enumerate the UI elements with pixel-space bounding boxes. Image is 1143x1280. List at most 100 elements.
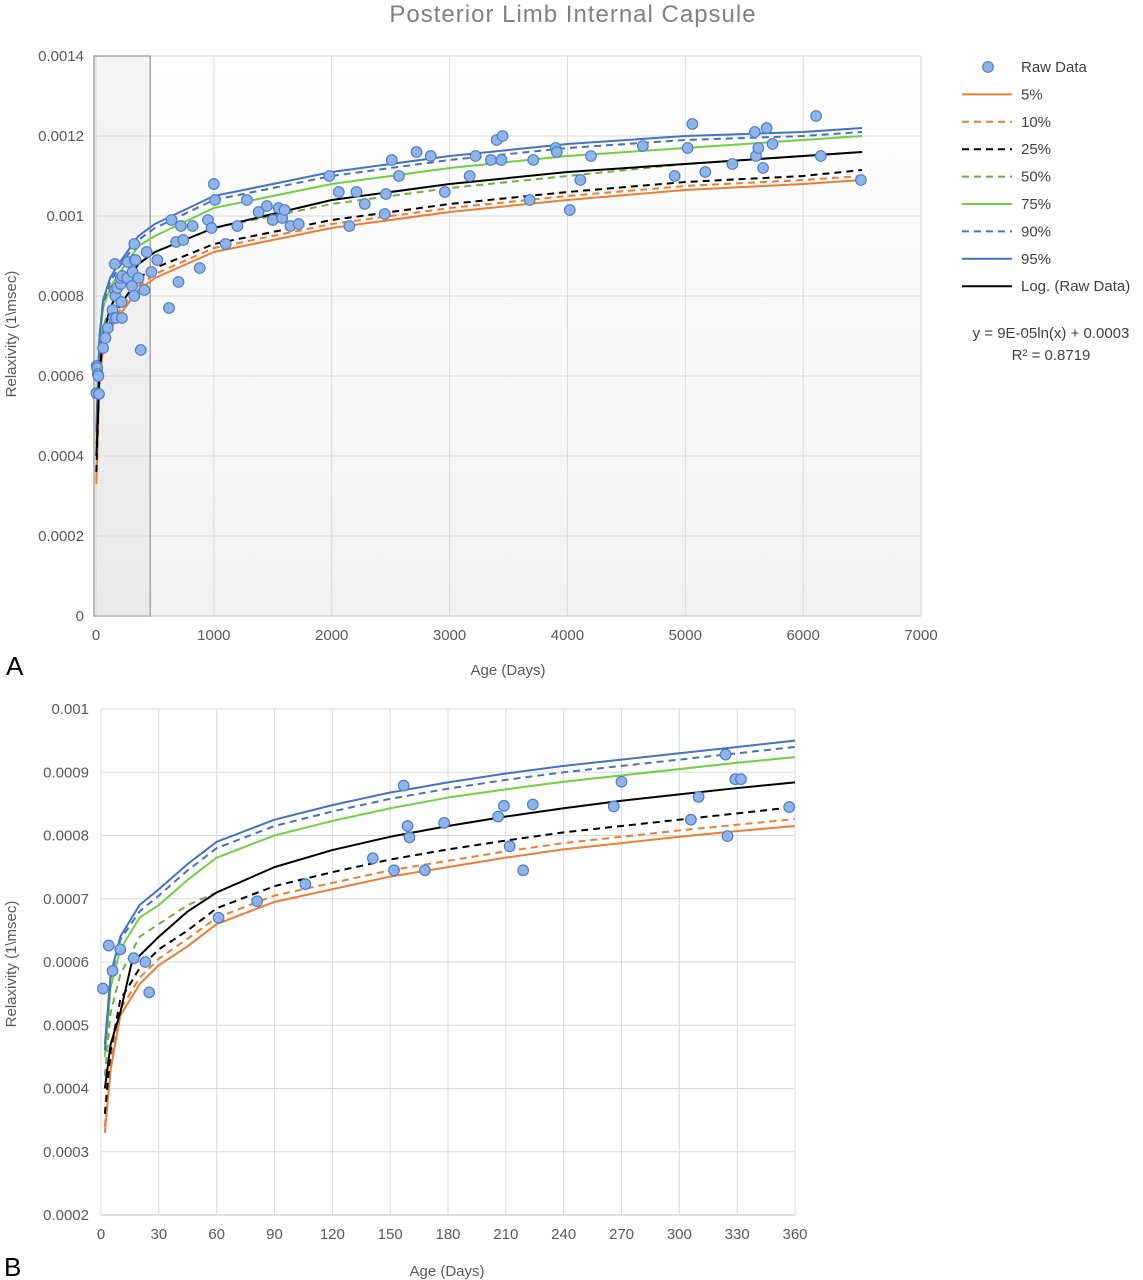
raw-data-point xyxy=(115,296,128,308)
legend-label: 95% xyxy=(1021,251,1051,268)
series-line-log-raw-data xyxy=(103,781,796,1089)
y-tick-label: 0.0007 xyxy=(43,891,89,908)
raw-data-point xyxy=(814,150,827,162)
legend: Raw Data 5% 10% 25% 50% 75% 90% 95% Log. (Raw Da… xyxy=(962,59,1130,295)
raw-data-point xyxy=(93,388,105,400)
y-tick-label: 0.0006 xyxy=(38,368,84,385)
raw-data-point xyxy=(492,810,505,823)
raw-data-point xyxy=(681,142,694,154)
raw-data-point xyxy=(783,801,796,813)
raw-data-point xyxy=(585,150,597,162)
raw-data-point xyxy=(469,150,482,162)
legend-label: Raw Data xyxy=(1021,59,1088,76)
raw-data-point xyxy=(266,214,279,226)
series-line-75 xyxy=(103,756,796,1057)
raw-data-point xyxy=(854,174,867,186)
legend-label: 5% xyxy=(1021,86,1043,103)
raw-data-point xyxy=(128,238,141,250)
series-line-25 xyxy=(103,806,796,1114)
raw-data-point xyxy=(438,816,451,829)
raw-data-point xyxy=(278,204,291,216)
y-tick-label: 0.0012 xyxy=(38,128,84,145)
raw-data-point xyxy=(114,943,127,956)
raw-data-point xyxy=(101,322,114,334)
raw-data-point xyxy=(484,154,497,166)
legend-label: 50% xyxy=(1021,169,1051,186)
raw-data-point xyxy=(810,110,823,122)
raw-data-point xyxy=(392,170,405,182)
raw-data-point xyxy=(760,122,773,134)
y-tick-label: 0.0004 xyxy=(43,1081,89,1098)
raw-data-point xyxy=(102,939,115,952)
x-tick-label: 90 xyxy=(266,1226,283,1243)
raw-data-point xyxy=(757,162,769,174)
panel-a-x-axis-label: Age (Days) xyxy=(470,662,545,679)
legend-label: 90% xyxy=(1021,223,1051,240)
raw-data-point xyxy=(138,284,151,296)
raw-data-point xyxy=(165,214,178,226)
raw-data-point xyxy=(212,911,225,924)
raw-data-point xyxy=(207,178,220,190)
raw-data-point xyxy=(132,272,145,284)
raw-data-point xyxy=(231,220,244,232)
raw-data-point xyxy=(145,266,158,278)
x-tick-label: 360 xyxy=(782,1226,807,1243)
raw-data-point xyxy=(495,154,508,166)
raw-data-point xyxy=(636,140,649,152)
series-line-50 xyxy=(103,891,218,1076)
raw-data-point xyxy=(401,820,414,832)
raw-data-point xyxy=(92,370,105,382)
raw-data-point xyxy=(496,130,509,142)
x-tick-label: 1000 xyxy=(197,627,230,644)
raw-data-point xyxy=(205,222,218,234)
raw-data-point xyxy=(438,186,451,198)
raw-data-point xyxy=(260,200,273,212)
raw-data-point xyxy=(163,302,175,314)
trendline-equation: y = 9E-05ln(x) + 0.0003 xyxy=(973,325,1130,342)
x-tick-label: 240 xyxy=(551,1226,576,1243)
raw-data-point xyxy=(692,791,705,803)
panel-b-label: B xyxy=(4,1252,21,1280)
x-tick-label: 60 xyxy=(208,1226,225,1243)
raw-data-point xyxy=(385,154,398,166)
x-tick-label: 0 xyxy=(92,627,100,644)
raw-data-point xyxy=(358,198,371,210)
raw-data-point xyxy=(397,779,410,792)
raw-data-point xyxy=(574,174,587,186)
panel-b-x-axis-label: Age (Days) xyxy=(409,1263,484,1280)
raw-data-point xyxy=(380,188,392,200)
raw-data-point xyxy=(752,142,765,154)
raw-data-point xyxy=(721,830,734,843)
raw-data-point xyxy=(143,986,156,999)
raw-data-point xyxy=(292,218,305,230)
x-tick-label: 210 xyxy=(493,1226,518,1243)
raw-data-point xyxy=(172,276,185,288)
raw-data-point xyxy=(403,831,416,844)
legend-label: 10% xyxy=(1021,114,1051,131)
raw-data-point xyxy=(219,238,232,250)
raw-data-point xyxy=(726,158,739,170)
panel-b-y-axis-label: Relaxivity (1\msec) xyxy=(3,901,20,1028)
y-tick-label: 0.0009 xyxy=(43,764,89,781)
raw-data-point xyxy=(503,840,516,853)
raw-data-point xyxy=(366,852,379,865)
x-tick-label: 150 xyxy=(378,1226,403,1243)
raw-data-point xyxy=(686,118,699,130)
y-tick-label: 0.0014 xyxy=(38,48,84,65)
raw-data-point xyxy=(193,262,206,274)
raw-data-point xyxy=(607,800,620,813)
x-tick-label: 330 xyxy=(725,1226,750,1243)
x-tick-label: 180 xyxy=(435,1226,460,1243)
raw-data-point xyxy=(343,220,356,232)
legend-label: Log. (Raw Data) xyxy=(1021,278,1130,295)
raw-data-point xyxy=(251,895,264,908)
raw-data-point xyxy=(99,332,112,344)
raw-data-point xyxy=(615,775,628,788)
y-tick-label: 0.0004 xyxy=(38,448,84,465)
x-tick-label: 3000 xyxy=(433,627,466,644)
x-tick-label: 120 xyxy=(320,1226,345,1243)
chart-title: Posterior Limb Internal Capsule xyxy=(389,1,756,28)
y-tick-label: 0.0002 xyxy=(38,528,84,545)
raw-data-point xyxy=(735,773,747,786)
legend-marker xyxy=(982,61,994,73)
